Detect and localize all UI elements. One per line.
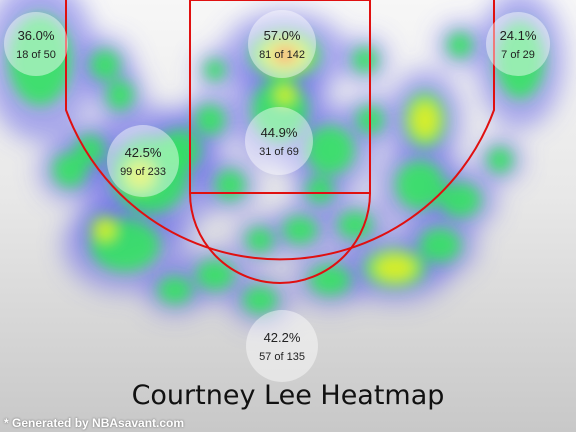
heat-core [337, 211, 373, 239]
heat-core [74, 134, 106, 166]
zone-pct-label: 44.9% [261, 125, 298, 140]
heat-core [439, 182, 481, 218]
heat-layer [0, 0, 564, 325]
zone-pct-label: 42.2% [264, 330, 301, 345]
heat-core [157, 276, 193, 304]
heat-core [246, 227, 274, 253]
heat-core [94, 219, 116, 241]
heat-core [89, 49, 121, 81]
heat-core [419, 227, 461, 263]
zone-count-label: 7 of 29 [501, 49, 535, 61]
zone-pct-label: 24.1% [500, 28, 537, 43]
zone-bubble-restricted-area: 57.0% 81 of 142 [248, 10, 316, 78]
heat-core [8, 14, 72, 106]
zone-bubble-left-corner-three: 36.0% 18 of 50 [4, 12, 68, 76]
heat-core [125, 160, 155, 190]
zone-count-label: 18 of 50 [16, 49, 56, 61]
free-throw-arc [189, 192, 371, 284]
heat-core [214, 169, 246, 201]
zone-pct-label: 36.0% [18, 28, 55, 43]
heat-core [495, 21, 545, 99]
zone-bubble-circle [245, 107, 313, 175]
paint-box [189, 0, 371, 194]
zone-bubble-circle [107, 125, 179, 197]
zone-pct-label: 57.0% [264, 28, 301, 43]
heat-core [447, 32, 473, 58]
heat-core [282, 216, 318, 244]
zone-bubble-above-break-three: 42.2% 57 of 135 [246, 310, 318, 382]
zone-bubble-circle [246, 310, 318, 382]
zone-bubble-circle [248, 10, 316, 78]
zone-bubble-circle [486, 12, 550, 76]
heat-core [204, 59, 226, 81]
zone-count-label: 31 of 69 [259, 146, 299, 158]
zone-count-label: 99 of 233 [120, 166, 166, 178]
heat-core [487, 147, 513, 173]
heat-core [395, 160, 445, 210]
heat-core [52, 152, 88, 188]
credit-text: * Generated by NBAsavant.com [4, 416, 185, 430]
heat-core [194, 104, 226, 136]
chart-title: Courtney Lee Heatmap [131, 380, 445, 411]
zone-count-label: 57 of 135 [259, 351, 305, 363]
heat-core [410, 101, 440, 139]
zone-bubble-paint-non-ra: 44.9% 31 of 69 [245, 107, 313, 175]
three-point-line [65, 0, 495, 261]
heat-core [273, 46, 297, 64]
zone-count-label: 81 of 142 [259, 49, 305, 61]
heat-core [306, 176, 334, 204]
heat-core [106, 79, 134, 111]
heat-core [195, 259, 235, 291]
heat-core [305, 125, 355, 175]
zone-bubbles: 36.0% 18 of 50 57.0% 81 of 142 24.1% 7 of 29 4… [4, 10, 550, 382]
zone-bubble-left-mid-range: 42.5% 99 of 233 [107, 125, 179, 197]
heat-core [242, 286, 278, 314]
court-lines [65, 0, 495, 284]
zone-pct-label: 42.5% [125, 145, 162, 160]
heat-core [275, 85, 295, 105]
heat-core [352, 47, 378, 73]
heat-core [309, 264, 351, 296]
heat-core [373, 254, 417, 282]
zone-bubble-right-corner-three: 24.1% 7 of 29 [486, 12, 550, 76]
zone-bubble-circle [4, 12, 68, 76]
